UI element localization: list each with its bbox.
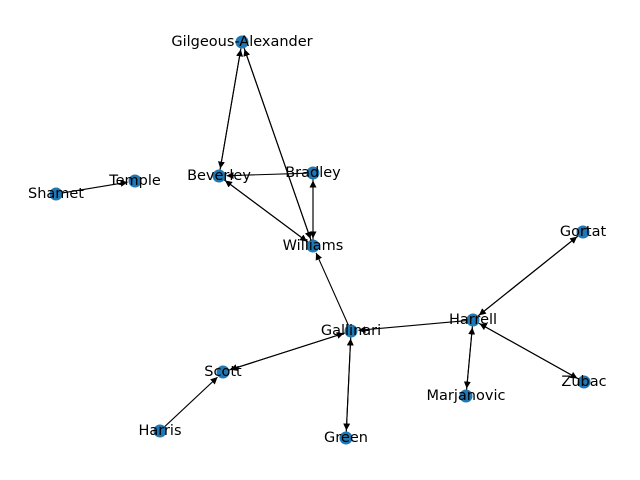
node-label-marjanovic: Marjanovic: [427, 388, 506, 404]
node-label-gilgeous-alexander: Gilgeous-Alexander: [171, 34, 312, 50]
edges-layer: [57, 43, 583, 437]
edge-harris-to-scott: [161, 376, 218, 431]
node-label-gortat: Gortat: [560, 224, 607, 240]
edge-gilgeous-alexander-to-beverley: [218, 43, 243, 169]
edge-bradley-to-beverley: [226, 172, 312, 180]
node-dot-gallinari: [344, 324, 358, 338]
node-gilgeous-alexander: Gilgeous-Alexander: [171, 34, 312, 50]
node-dot-harrell: [466, 313, 480, 327]
node-dot-williams: [306, 239, 320, 253]
edge-shamet-to-temple: [57, 179, 128, 195]
node-dot-gilgeous-alexander: [235, 35, 249, 49]
node-label-beverley: Beverley: [187, 168, 251, 184]
edge-gallinari-to-williams: [315, 252, 351, 330]
edge-beverley-to-williams: [220, 176, 308, 242]
node-gallinari: Gallinari: [321, 323, 381, 339]
node-beverley: Beverley: [187, 168, 251, 184]
node-green: Green: [324, 430, 368, 446]
node-harrell: Harrell: [449, 312, 497, 328]
node-label-zubac: Zubac: [561, 374, 606, 390]
node-label-temple: Temple: [108, 173, 161, 189]
node-dot-temple: [128, 174, 142, 188]
node-label-bradley: Bradley: [285, 165, 341, 181]
node-temple: Temple: [108, 173, 161, 189]
node-dot-shamet: [49, 187, 63, 201]
node-marjanovic: Marjanovic: [427, 388, 506, 404]
node-gortat: Gortat: [560, 224, 607, 240]
node-bradley: Bradley: [285, 165, 341, 181]
edge-harrell-to-zubac: [474, 320, 578, 379]
edge-scott-to-gallinari: [224, 332, 345, 372]
edge-harrell-to-gortat: [474, 236, 578, 320]
nodes-layer: Gilgeous-Alexander Shamet Temple Beverley Br…: [28, 34, 607, 446]
node-label-shamet: Shamet: [28, 186, 84, 202]
edge-green-to-gallinari: [345, 338, 354, 437]
node-label-gallinari: Gallinari: [321, 323, 381, 339]
node-dot-harris: [153, 424, 167, 438]
node-harris: Harris: [138, 423, 181, 439]
node-label-green: Green: [324, 430, 368, 446]
node-label-harris: Harris: [138, 423, 181, 439]
node-label-williams: Williams: [283, 238, 344, 254]
node-dot-gortat: [576, 225, 590, 239]
node-shamet: Shamet: [28, 186, 84, 202]
node-dot-bradley: [306, 166, 320, 180]
node-label-scott: Scott: [204, 364, 242, 380]
edge-harrell-to-gallinari: [358, 319, 472, 334]
node-zubac: Zubac: [561, 374, 606, 390]
node-scott: Scott: [204, 364, 242, 380]
node-dot-marjanovic: [459, 389, 473, 403]
edge-marjanovic-to-harrell: [465, 327, 476, 395]
node-dot-scott: [216, 365, 230, 379]
node-dot-green: [339, 431, 353, 445]
node-label-harrell: Harrell: [449, 312, 497, 328]
node-dot-zubac: [577, 375, 591, 389]
node-dot-beverley: [212, 169, 226, 183]
edge-williams-to-gilgeous-alexander: [243, 48, 313, 245]
node-williams: Williams: [283, 238, 344, 254]
